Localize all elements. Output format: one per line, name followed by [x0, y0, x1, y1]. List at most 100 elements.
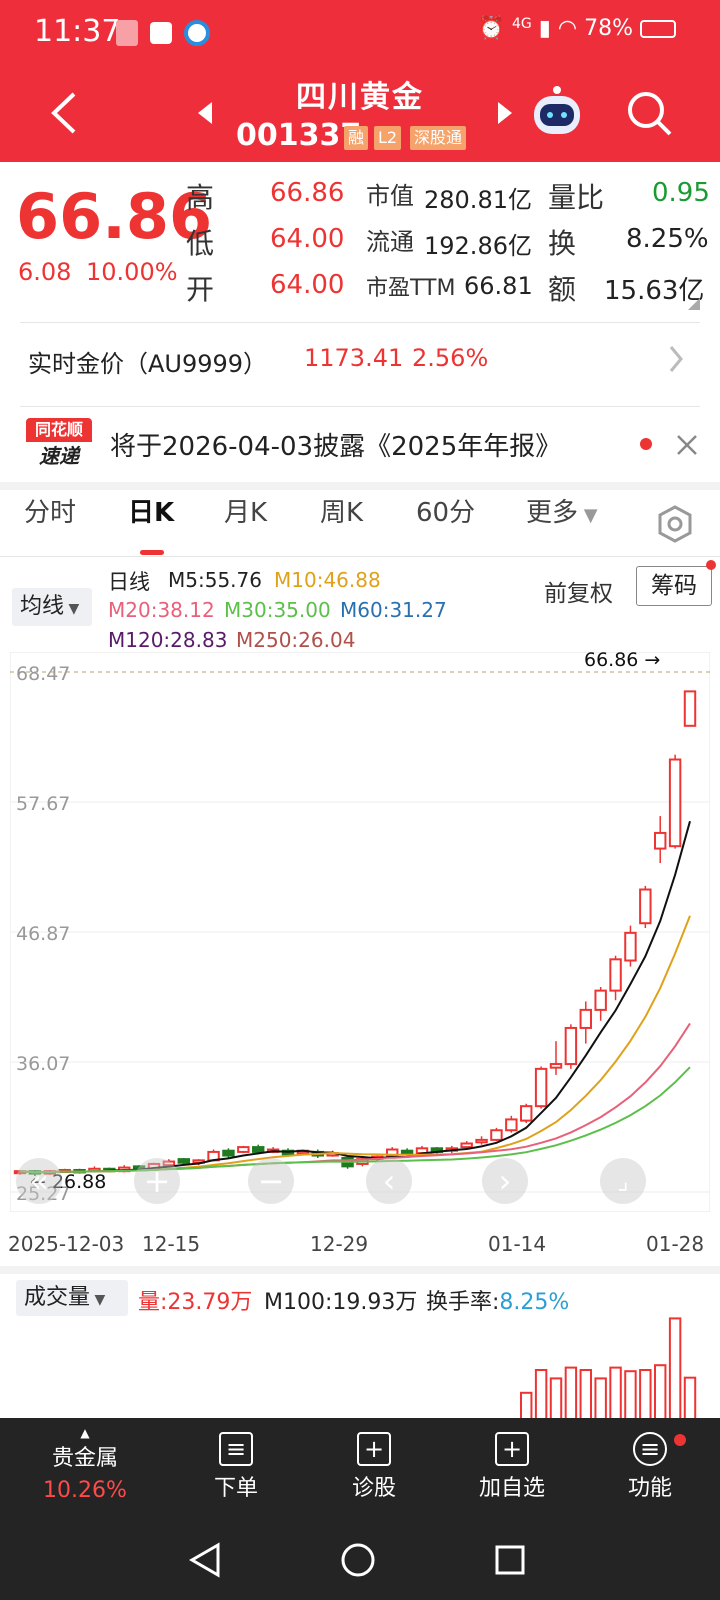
- divider: [20, 322, 700, 323]
- ma5: M5:55.76: [168, 568, 262, 592]
- tab-60min[interactable]: 60分: [416, 498, 476, 528]
- tag-l2: L2: [374, 126, 402, 150]
- sector-item[interactable]: ▲ 贵金属 10.26%: [40, 1426, 130, 1503]
- volume-bar: [520, 1391, 533, 1420]
- scroll-right-button[interactable]: ›: [482, 1158, 528, 1204]
- tab-more[interactable]: 更多 ▼: [526, 492, 598, 529]
- notice-row[interactable]: 同花顺 速递 将于2026-04-03披露《2025年年报》: [0, 408, 720, 482]
- zoom-out-button[interactable]: −: [248, 1158, 294, 1204]
- y-tick-label: 36.07: [16, 1053, 70, 1075]
- add-watchlist-label: 加自选: [478, 1476, 545, 1501]
- wifi-icon: ◠: [557, 16, 578, 41]
- label-volume-ratio: 量比: [548, 181, 605, 214]
- candle-body: [490, 1129, 503, 1141]
- volume-bar: [594, 1377, 607, 1420]
- zoom-in-button[interactable]: +: [134, 1158, 180, 1204]
- caret-up-icon: ▲: [80, 1426, 90, 1440]
- current-price: 66.86: [16, 180, 213, 253]
- y-tick-label: 25.27: [16, 1183, 70, 1205]
- price-change: 6.08: [18, 258, 72, 286]
- ma-line: [19, 1066, 691, 1174]
- stock-name: 四川黄金: [296, 80, 424, 115]
- volume-bar: [534, 1369, 548, 1420]
- notice-text: 将于2026-04-03披露《2025年年报》: [110, 432, 562, 462]
- diagnose-label: 诊股: [351, 1476, 396, 1501]
- tab-intraday[interactable]: 分时: [24, 498, 77, 528]
- gold-label: 实时金价（AU9999）: [28, 350, 268, 378]
- candle-body: [579, 1008, 592, 1029]
- tag-shenzhen-connect: 深股通: [410, 126, 467, 150]
- order-icon: ≡: [219, 1432, 253, 1466]
- tab-daily-k[interactable]: 日K: [128, 498, 175, 528]
- label-market-cap: 市值: [366, 182, 414, 210]
- logo-top-text: 同花顺: [26, 418, 92, 442]
- status-right: ⏰ 4G ▮ ◠ 78%: [478, 16, 676, 41]
- next-stock-icon[interactable]: [496, 100, 514, 126]
- value-turnover: 8.25%: [626, 224, 709, 254]
- back-icon[interactable]: [48, 90, 80, 136]
- system-recents-icon[interactable]: [494, 1544, 526, 1576]
- add-watchlist-button[interactable]: + 加自选: [470, 1432, 554, 1502]
- robot-assistant-icon[interactable]: [528, 84, 586, 142]
- sector-name: 贵金属: [51, 1446, 118, 1471]
- y-tick-label: 57.67: [16, 793, 70, 815]
- functions-button[interactable]: ≡ 功能: [610, 1432, 690, 1502]
- label-float-cap: 流通: [366, 228, 414, 256]
- scroll-left-button[interactable]: ‹: [366, 1158, 412, 1204]
- x-tick-1: 12-15: [142, 1232, 201, 1256]
- fullscreen-button[interactable]: ⌟: [600, 1158, 646, 1204]
- logo-bottom-text: 速递: [39, 444, 79, 468]
- value-high: 66.86: [270, 178, 345, 208]
- value-market-cap: 280.81亿: [424, 186, 532, 214]
- candle-body: [475, 1138, 488, 1144]
- section-gap: [0, 482, 720, 490]
- candle-body: [505, 1118, 518, 1132]
- label-amount: 额: [548, 273, 577, 306]
- notification-icon: [116, 20, 138, 46]
- price-change-pct: 10.00%: [86, 258, 178, 286]
- close-icon[interactable]: [676, 434, 698, 456]
- tab-weekly-k[interactable]: 周K: [320, 498, 364, 528]
- tab-indicator: [140, 550, 164, 555]
- battery-level: 78%: [584, 16, 633, 41]
- candle-body: [252, 1146, 265, 1153]
- app-icon: [150, 22, 172, 44]
- expand-corner-icon[interactable]: [688, 298, 700, 310]
- label-pe: 市盈TTM: [366, 276, 456, 301]
- battery-icon: [640, 20, 676, 38]
- functions-dot: [674, 1434, 686, 1446]
- candle-body: [222, 1149, 235, 1157]
- ma60: M60:31.27: [340, 598, 447, 622]
- chips-button[interactable]: 筹码: [636, 566, 712, 606]
- volume-dropdown[interactable]: 成交量 ▼: [16, 1280, 128, 1316]
- status-time: 11:37: [34, 14, 121, 49]
- prev-stock-icon[interactable]: [196, 100, 214, 126]
- candle-body: [639, 888, 652, 925]
- x-tick-2: 12-29: [310, 1232, 369, 1256]
- value-volume-ratio: 0.95: [652, 178, 710, 208]
- system-home-icon[interactable]: [340, 1542, 376, 1578]
- candle-body: [564, 1026, 578, 1066]
- volume-chart: [520, 1317, 697, 1420]
- search-icon[interactable]: [626, 90, 674, 138]
- volume-bar: [579, 1369, 592, 1420]
- settings-hex-icon[interactable]: [656, 504, 694, 544]
- volume-bar: [654, 1364, 667, 1420]
- gold-price: 1173.41: [304, 344, 404, 372]
- candle-body: [668, 758, 682, 848]
- kline-chart[interactable]: 68.47 57.67 46.87 36.07 25.27 66.86 → ← 26.88: [10, 652, 710, 1212]
- tag-margin: 融: [344, 126, 369, 150]
- diagnose-button[interactable]: + 诊股: [334, 1432, 414, 1502]
- header: 11:37 ⏰ 4G ▮ ◠ 78% 四川黄金 001337 融 L2 深股通: [0, 0, 720, 162]
- system-back-icon[interactable]: [188, 1542, 222, 1578]
- fast-back-button[interactable]: «: [16, 1158, 62, 1204]
- ma-dropdown[interactable]: 均线 ▼: [12, 588, 92, 626]
- order-button[interactable]: ≡ 下单: [196, 1432, 276, 1502]
- ma250: M250:26.04: [236, 628, 356, 652]
- volume-bar: [624, 1370, 637, 1420]
- gold-price-row[interactable]: 实时金价（AU9999） 1173.41 2.56%: [0, 324, 720, 404]
- value-pe: 66.81: [464, 272, 533, 300]
- adjust-mode[interactable]: 前复权: [544, 581, 613, 607]
- tab-monthly-k[interactable]: 月K: [224, 498, 268, 528]
- add-icon: +: [495, 1432, 529, 1466]
